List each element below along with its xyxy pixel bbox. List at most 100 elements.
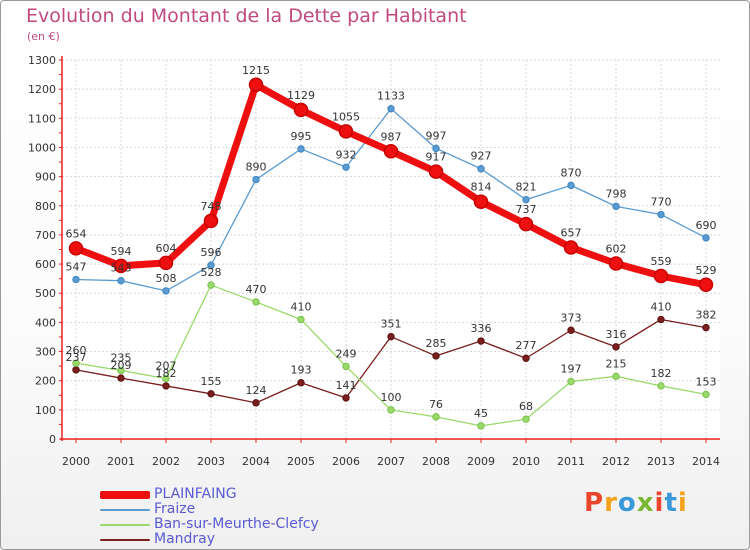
data-point (72, 359, 80, 367)
data-label: 207 (156, 360, 177, 373)
y-tick-label: 1200 (28, 83, 56, 96)
y-tick-label: 500 (35, 287, 56, 300)
data-label: 155 (201, 375, 222, 388)
data-label: 602 (606, 242, 627, 255)
data-label: 890 (246, 161, 267, 174)
data-label: 814 (471, 181, 492, 194)
data-point (383, 144, 399, 159)
data-label: 547 (66, 261, 87, 274)
data-label: 657 (561, 226, 582, 239)
data-label: 410 (291, 300, 312, 313)
data-point (477, 422, 485, 430)
data-point (252, 399, 260, 407)
legend-swatch (100, 539, 150, 541)
legend-swatch (100, 509, 150, 511)
data-point (207, 281, 215, 289)
data-label: 197 (561, 363, 582, 376)
data-label: 690 (696, 219, 717, 232)
data-label: 373 (561, 311, 582, 324)
data-point (608, 256, 624, 271)
data-point (342, 362, 350, 371)
data-label: 870 (561, 166, 582, 179)
y-tick-label: 300 (35, 346, 56, 359)
data-point (522, 195, 530, 204)
x-tick-label: 2014 (692, 455, 720, 468)
x-tick-label: 2005 (287, 455, 315, 468)
data-label: 821 (516, 181, 537, 194)
y-tick-label: 100 (35, 404, 56, 417)
legend-label: Ban-sur-Meurthe-Clefcy (154, 516, 319, 532)
data-label: 596 (201, 246, 222, 259)
data-label: 336 (471, 322, 492, 335)
data-label: 594 (111, 245, 132, 258)
data-label: 215 (606, 357, 627, 370)
logo-letter: t (664, 488, 678, 518)
data-point (477, 165, 485, 173)
data-label: 209 (111, 359, 132, 372)
data-point (522, 415, 530, 423)
data-point (428, 164, 444, 179)
data-label: 927 (471, 150, 492, 163)
data-label: 748 (201, 200, 222, 213)
x-tick-label: 2009 (467, 455, 495, 468)
data-label: 1133 (377, 90, 405, 103)
data-label: 1055 (332, 110, 360, 123)
data-point (657, 382, 665, 390)
data-point (297, 315, 305, 324)
logo-letter: r (604, 488, 618, 518)
data-point (342, 163, 350, 171)
data-label: 249 (336, 347, 357, 360)
data-label: 260 (66, 344, 87, 357)
data-point (248, 77, 264, 93)
data-label: 237 (66, 351, 87, 364)
y-tick-label: 400 (35, 316, 56, 329)
x-tick-label: 2010 (512, 455, 540, 468)
data-point (653, 268, 669, 284)
data-point (387, 332, 395, 341)
data-point (702, 234, 710, 242)
data-label: 995 (291, 130, 312, 143)
data-point (297, 145, 305, 153)
logo-letter: x (636, 488, 655, 518)
data-point (522, 354, 530, 362)
chart-title: Evolution du Montant de la Dette par Hab… (26, 5, 467, 27)
data-label: 508 (156, 272, 177, 285)
data-point (117, 366, 125, 375)
x-tick-label: 2013 (647, 455, 675, 468)
x-tick-label: 2011 (557, 455, 585, 468)
legend-item: Mandray (100, 531, 420, 547)
data-label: 529 (696, 264, 717, 277)
data-point (252, 175, 260, 184)
data-label: 737 (516, 203, 537, 216)
y-tick-label: 700 (35, 229, 56, 242)
data-label: 76 (429, 398, 443, 411)
data-point (567, 326, 575, 334)
data-label: 100 (381, 391, 402, 404)
data-label: 382 (696, 309, 717, 322)
proxiti-logo: Proxiti (584, 488, 688, 518)
y-tick-label: 900 (35, 171, 56, 184)
x-tick-label: 2001 (107, 455, 135, 468)
data-point (207, 261, 215, 269)
legend-swatch (100, 524, 150, 526)
data-label: 410 (651, 300, 672, 313)
data-label: 559 (651, 255, 672, 268)
y-tick-label: 1300 (28, 54, 56, 67)
data-point (518, 216, 534, 232)
data-point (72, 366, 80, 374)
y-tick-label: 0 (49, 433, 56, 446)
data-point (68, 241, 84, 256)
y-tick-label: 1000 (28, 141, 56, 154)
legend-item: Ban-sur-Meurthe-Clefcy (100, 516, 420, 532)
legend-label: Mandray (154, 531, 216, 547)
data-label: 285 (426, 337, 447, 350)
data-point (657, 315, 665, 324)
data-point (293, 102, 309, 118)
data-point (342, 394, 350, 402)
data-point (612, 202, 620, 211)
data-label: 528 (201, 266, 222, 279)
data-point (567, 377, 575, 386)
data-label: 932 (336, 148, 357, 161)
x-tick-label: 2002 (152, 455, 180, 468)
data-point (702, 390, 710, 399)
